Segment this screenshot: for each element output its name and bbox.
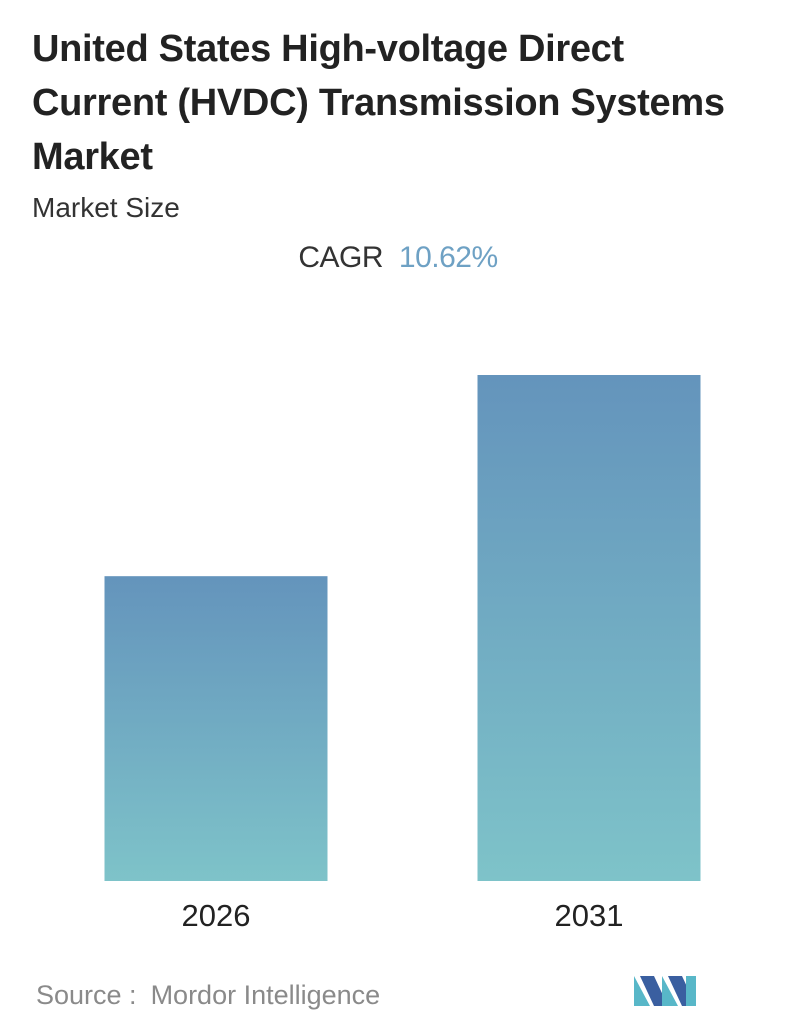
bar-2026 — [104, 576, 328, 881]
cagr-label: CAGR — [298, 241, 384, 274]
x-tick-label: 2031 — [555, 898, 624, 933]
source-value: Mordor Intelligence — [150, 980, 381, 1010]
chart-title: United States High-voltage Direct Curren… — [32, 28, 725, 178]
bar-2031 — [477, 375, 701, 881]
source-label: Source : — [36, 980, 137, 1010]
bar-chart: 2026 2031 — [104, 375, 701, 933]
x-tick-label: 2026 — [182, 898, 251, 933]
chart-subtitle: Market Size — [32, 192, 180, 223]
source-note: Source : Mordor Intelligence — [36, 980, 380, 1011]
cagr-value: 10.62% — [398, 241, 498, 274]
mordor-logo — [634, 976, 696, 1006]
cagr-indicator: CAGR 10.62% — [0, 241, 796, 275]
